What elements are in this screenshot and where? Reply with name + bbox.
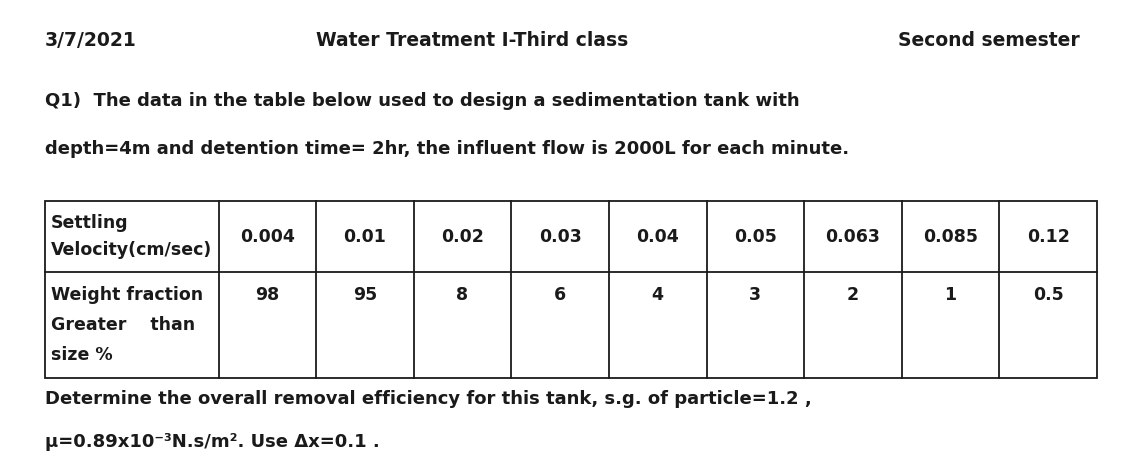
Text: 0.085: 0.085	[922, 228, 978, 245]
Text: Greater    than: Greater than	[51, 316, 195, 334]
Text: 3: 3	[749, 286, 762, 305]
Text: Second semester: Second semester	[898, 31, 1080, 50]
Text: 0.5: 0.5	[1033, 286, 1063, 305]
Text: μ=0.89x10⁻³N.s/m². Use Δx=0.1 .: μ=0.89x10⁻³N.s/m². Use Δx=0.1 .	[45, 433, 380, 451]
Text: 98: 98	[255, 286, 279, 305]
Text: 8: 8	[457, 286, 469, 305]
Text: 0.12: 0.12	[1027, 228, 1070, 245]
Text: size %: size %	[51, 346, 112, 364]
Text: Determine the overall removal efficiency for this tank, s.g. of particle=1.2 ,: Determine the overall removal efficiency…	[45, 390, 812, 408]
Text: Weight fraction: Weight fraction	[51, 286, 202, 305]
Text: 0.02: 0.02	[441, 228, 484, 245]
Text: Water Treatment I-Third class: Water Treatment I-Third class	[316, 31, 629, 50]
Text: 0.05: 0.05	[734, 228, 776, 245]
Text: 0.004: 0.004	[240, 228, 295, 245]
FancyBboxPatch shape	[45, 201, 1097, 378]
Text: Settling: Settling	[51, 214, 128, 232]
Text: 95: 95	[353, 286, 377, 305]
Text: Q1)  The data in the table below used to design a sedimentation tank with: Q1) The data in the table below used to …	[45, 92, 800, 110]
Text: 1: 1	[944, 286, 956, 305]
Text: 0.01: 0.01	[343, 228, 386, 245]
Text: 2: 2	[847, 286, 860, 305]
Text: 4: 4	[651, 286, 664, 305]
Text: 6: 6	[555, 286, 566, 305]
Text: 3/7/2021: 3/7/2021	[45, 31, 137, 50]
Text: Velocity(cm/sec): Velocity(cm/sec)	[51, 241, 212, 259]
Text: 0.04: 0.04	[637, 228, 679, 245]
Text: 0.063: 0.063	[826, 228, 881, 245]
Text: depth=4m and detention time= 2hr, the influent flow is 2000L for each minute.: depth=4m and detention time= 2hr, the in…	[45, 140, 849, 158]
Text: 0.03: 0.03	[539, 228, 582, 245]
